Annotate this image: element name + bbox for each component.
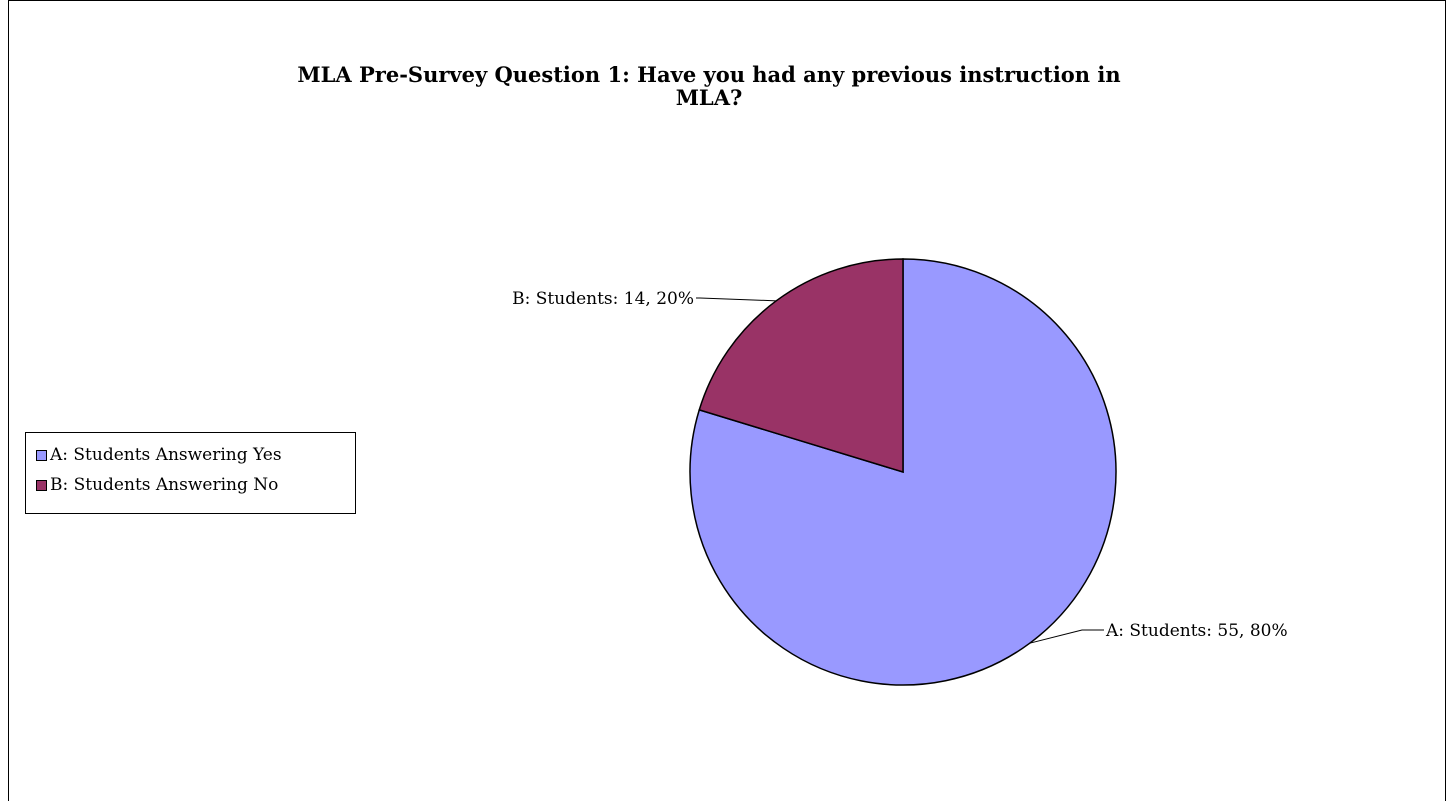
data-label-a: A: Students: 55, 80% bbox=[1105, 621, 1288, 641]
pie-slice-a bbox=[689, 258, 1117, 686]
chart-title: MLA Pre-Survey Question 1: Have you had … bbox=[9, 63, 1409, 109]
legend-swatch-a bbox=[36, 450, 47, 461]
legend-swatch-b bbox=[36, 480, 47, 491]
legend-item-b: B: Students Answering No bbox=[26, 475, 355, 505]
legend-item-a: A: Students Answering Yes bbox=[26, 445, 355, 475]
legend-label-a: A: Students Answering Yes bbox=[50, 445, 282, 465]
chart-title-line-2: MLA? bbox=[675, 85, 743, 110]
legend: A: Students Answering Yes B: Students An… bbox=[25, 432, 356, 514]
pie-slice-b bbox=[698, 258, 904, 474]
leader-line-a bbox=[1029, 629, 1104, 644]
legend-label-b: B: Students Answering No bbox=[50, 475, 279, 495]
chart-title-line-1: MLA Pre-Survey Question 1: Have you had … bbox=[297, 62, 1121, 87]
leader-line-b bbox=[696, 297, 777, 302]
data-label-b: B: Students: 14, 20% bbox=[512, 289, 694, 309]
